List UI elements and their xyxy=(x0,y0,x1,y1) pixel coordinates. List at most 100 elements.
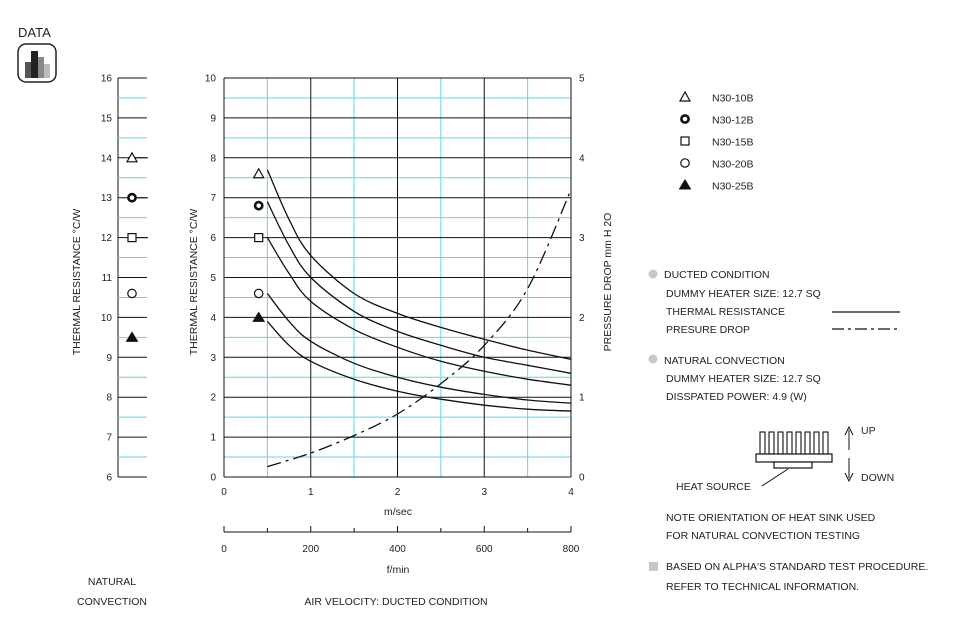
heat-sink-fin xyxy=(822,431,829,455)
legend-item: N30-12B xyxy=(680,114,753,127)
orientation-note-line2: FOR NATURAL CONVECTION TESTING xyxy=(666,530,860,542)
duct-point-n30-20b xyxy=(253,288,264,299)
duct-y-tick-label: 3 xyxy=(210,353,216,364)
natural-heater-size: DUMMY HEATER SIZE: 12.7 SQ xyxy=(666,373,821,385)
heat-sink-fin xyxy=(804,431,811,455)
legend: N30-10B N30-12B N30-15B N30-20B N30-25B xyxy=(678,90,753,193)
nat-point-n30-25b xyxy=(125,331,139,342)
nat-point-n30-20b xyxy=(127,288,137,299)
pressure-line-label: PRESURE DROP xyxy=(666,324,750,336)
ducted-condition-chart: THERMAL RESISTANCE °C/W PRESSURE DROP mm… xyxy=(188,74,614,609)
duct-y-tick-label: 4 xyxy=(210,313,216,324)
legend-label: N30-12B xyxy=(712,115,753,127)
nat-x-label-line2: CONVECTION xyxy=(77,596,147,608)
duct-y-right-tick-label: 0 xyxy=(579,473,585,484)
standard-bullet xyxy=(649,562,658,571)
heat-sink-base xyxy=(755,453,833,463)
nat-y-tick-label: 10 xyxy=(101,313,113,324)
duct-x-axis-label: m/sec xyxy=(384,506,412,518)
fmin-tick-label: 0 xyxy=(221,544,227,555)
heat-sink-diagram: UP DOWN HEAT SOURCE xyxy=(676,425,894,493)
thermal-resistance-curve-3 xyxy=(266,237,572,386)
nat-y-tick-label: 13 xyxy=(101,193,113,204)
fmin-tick-label: 200 xyxy=(302,544,319,555)
thermal-line-label: THERMAL RESISTANCE xyxy=(666,306,785,318)
legend-label: N30-20B xyxy=(712,159,753,171)
legend-marker-n30-10b xyxy=(678,90,692,102)
legend-marker-n30-12b xyxy=(680,114,690,124)
fmin-tick-label: 400 xyxy=(389,544,406,555)
heat-sink-fin xyxy=(795,431,802,455)
duct-point-n30-15b xyxy=(254,233,264,243)
ducted-bullet xyxy=(648,269,658,279)
heat-source-block xyxy=(773,461,813,469)
nat-x-label-line1: NATURAL xyxy=(88,576,136,588)
heat-sink-fin xyxy=(759,431,766,455)
legend-marker-n30-15b xyxy=(680,136,690,146)
down-arrow-icon xyxy=(844,458,854,483)
duct-x-tick-label: 1 xyxy=(308,487,314,498)
nat-y-tick-label: 16 xyxy=(101,74,113,85)
legend-item: N30-25B xyxy=(678,179,753,193)
natural-title: NATURAL CONVECTION xyxy=(664,355,785,367)
thermal-resistance-curve-1 xyxy=(266,169,572,360)
duct-point-n30-10b xyxy=(252,167,265,179)
duct-y-tick-label: 0 xyxy=(210,473,216,484)
duct-x-tick-label: 0 xyxy=(221,487,227,498)
duct-y-tick-label: 5 xyxy=(210,273,216,284)
heat-sink-fin xyxy=(768,431,775,455)
pressure-drop-curve xyxy=(267,189,572,468)
natural-convection-chart: THERMAL RESISTANCE °C/W NATURAL CONVECTI… xyxy=(71,74,148,608)
nat-y-tick-label: 15 xyxy=(101,113,113,124)
legend-label: N30-25B xyxy=(712,181,753,193)
nat-y-tick-label: 9 xyxy=(106,353,112,364)
legend-label: N30-15B xyxy=(712,137,753,149)
nat-y-tick-label: 12 xyxy=(101,233,113,244)
nat-y-tick-label: 14 xyxy=(101,153,113,164)
duct-x-tick-label: 2 xyxy=(395,487,401,498)
up-arrow-icon xyxy=(844,425,854,450)
nat-point-n30-10b xyxy=(125,151,139,163)
standard-note-line2: REFER TO TECHNICAL INFORMATION. xyxy=(666,581,859,593)
natural-bullet xyxy=(648,354,658,364)
heat-sink-fin xyxy=(786,431,793,455)
duct-y-tick-label: 10 xyxy=(205,74,217,85)
nat-y-tick-label: 8 xyxy=(106,393,112,404)
duct-y-axis-label: THERMAL RESISTANCE °C/W xyxy=(188,209,200,356)
thermal-resistance-curve-5 xyxy=(266,320,572,412)
duct-y-tick-label: 2 xyxy=(210,393,216,404)
up-label: UP xyxy=(861,425,876,437)
legend-item: N30-10B xyxy=(678,90,753,105)
data-header: DATA xyxy=(17,25,57,83)
duct-x-tick-label: 3 xyxy=(481,487,487,498)
dissipated-power: DISSPATED POWER: 4.9 (W) xyxy=(666,391,807,403)
data-label: DATA xyxy=(18,25,51,40)
nat-y-axis-label: THERMAL RESISTANCE °C/W xyxy=(71,209,83,356)
duct-y-right-tick-label: 3 xyxy=(579,233,585,244)
down-label: DOWN xyxy=(861,472,894,484)
duct-y-right-tick-label: 1 xyxy=(579,393,585,404)
duct-x-tick-label: 4 xyxy=(568,487,574,498)
duct-y-right-tick-label: 4 xyxy=(579,153,585,164)
orientation-note-line1: NOTE ORIENTATION OF HEAT SINK USED xyxy=(666,512,876,524)
fmin-axis: 0 200 400 600 800 xyxy=(221,526,580,555)
nat-y-tick-label: 6 xyxy=(106,473,112,484)
duct-point-n30-12b xyxy=(253,200,264,211)
heat-source-leader xyxy=(761,468,789,487)
legend-item: N30-20B xyxy=(680,158,753,171)
duct-point-n30-25b xyxy=(252,311,266,322)
ducted-title: DUCTED CONDITION xyxy=(664,269,770,281)
fmin-axis-label: f/min xyxy=(387,564,410,576)
duct-y-tick-label: 9 xyxy=(210,113,216,124)
nat-point-n30-12b xyxy=(127,192,137,203)
nat-y-tick-label: 7 xyxy=(106,433,112,444)
standard-note-line1: BASED ON ALPHA'S STANDARD TEST PROCEDURE… xyxy=(666,561,928,573)
heat-source-label: HEAT SOURCE xyxy=(676,481,751,493)
duct-y-right-tick-label: 2 xyxy=(579,313,585,324)
thermal-resistance-curve-4 xyxy=(266,293,572,404)
bar-chart-icon xyxy=(17,43,57,83)
nat-point-n30-15b xyxy=(127,233,137,243)
duct-y-right-axis-label: PRESSURE DROP mm H 2O xyxy=(602,213,614,352)
duct-y-tick-label: 1 xyxy=(210,433,216,444)
